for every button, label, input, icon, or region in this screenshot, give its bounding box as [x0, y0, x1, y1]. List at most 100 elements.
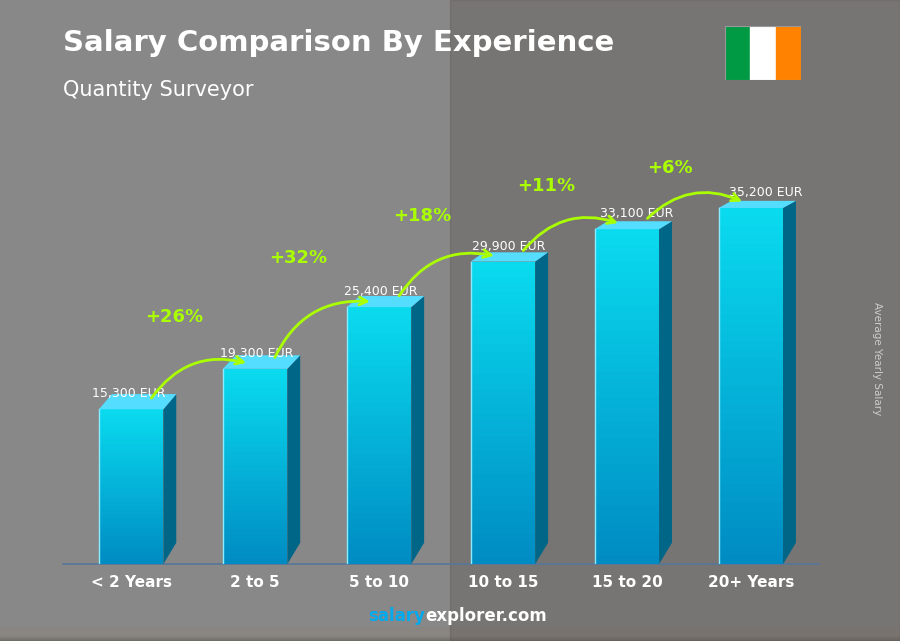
Polygon shape [223, 413, 287, 418]
Polygon shape [99, 479, 164, 483]
Polygon shape [346, 296, 424, 307]
Polygon shape [346, 339, 411, 345]
Polygon shape [718, 351, 783, 360]
Polygon shape [471, 292, 536, 299]
Text: 25,400 EUR: 25,400 EUR [345, 285, 418, 298]
Polygon shape [471, 337, 536, 345]
Polygon shape [471, 307, 536, 315]
Polygon shape [595, 380, 659, 388]
Polygon shape [223, 408, 287, 413]
Polygon shape [595, 321, 659, 329]
Bar [0, 631, 900, 637]
Polygon shape [718, 342, 783, 351]
Polygon shape [223, 398, 287, 403]
Bar [0, 631, 900, 637]
Polygon shape [346, 320, 411, 326]
Polygon shape [346, 532, 411, 538]
Bar [0, 635, 900, 641]
Polygon shape [471, 420, 536, 428]
Polygon shape [223, 403, 287, 408]
Polygon shape [346, 384, 411, 390]
Polygon shape [346, 416, 411, 423]
Polygon shape [223, 383, 287, 388]
Polygon shape [346, 513, 411, 519]
Polygon shape [223, 355, 301, 369]
Polygon shape [718, 377, 783, 386]
Bar [0, 634, 900, 640]
Bar [0, 629, 900, 636]
Polygon shape [471, 526, 536, 534]
Polygon shape [718, 413, 783, 422]
Polygon shape [223, 491, 287, 495]
Text: Salary Comparison By Experience: Salary Comparison By Experience [63, 29, 614, 57]
Polygon shape [471, 360, 536, 367]
Polygon shape [718, 262, 783, 271]
Bar [0, 633, 900, 639]
Bar [0, 629, 900, 636]
Polygon shape [223, 520, 287, 525]
Bar [0, 633, 900, 639]
Bar [0, 633, 900, 639]
Polygon shape [471, 329, 536, 337]
Polygon shape [718, 324, 783, 333]
Polygon shape [471, 443, 536, 451]
Polygon shape [718, 271, 783, 279]
Polygon shape [471, 315, 536, 322]
Polygon shape [99, 444, 164, 448]
Polygon shape [99, 483, 164, 487]
Bar [0, 629, 900, 636]
Polygon shape [718, 217, 783, 226]
Polygon shape [718, 288, 783, 297]
Polygon shape [99, 518, 164, 522]
Polygon shape [223, 481, 287, 486]
Polygon shape [223, 422, 287, 428]
Polygon shape [99, 490, 164, 494]
Bar [0, 630, 900, 637]
Bar [0, 633, 900, 639]
Polygon shape [718, 528, 783, 537]
Polygon shape [595, 472, 659, 480]
Bar [0, 633, 900, 640]
Polygon shape [346, 487, 411, 494]
Polygon shape [346, 462, 411, 468]
Polygon shape [595, 329, 659, 338]
Bar [0, 631, 900, 638]
Bar [0, 629, 900, 635]
Polygon shape [595, 547, 659, 556]
Polygon shape [718, 208, 783, 217]
Polygon shape [99, 452, 164, 456]
Polygon shape [99, 553, 164, 556]
Polygon shape [595, 463, 659, 472]
Polygon shape [718, 201, 796, 208]
Polygon shape [471, 488, 536, 496]
Polygon shape [346, 423, 411, 429]
Polygon shape [223, 456, 287, 462]
Bar [0, 629, 900, 636]
Bar [0, 634, 900, 640]
Polygon shape [346, 558, 411, 564]
Polygon shape [595, 246, 659, 254]
Polygon shape [99, 502, 164, 506]
Bar [0, 634, 900, 640]
Bar [0, 632, 900, 638]
Polygon shape [99, 410, 164, 413]
Bar [0, 628, 900, 635]
Polygon shape [99, 487, 164, 490]
Polygon shape [595, 522, 659, 531]
Polygon shape [346, 449, 411, 455]
Polygon shape [595, 254, 659, 263]
Bar [0, 631, 900, 637]
Polygon shape [346, 481, 411, 487]
Bar [0, 631, 900, 637]
Polygon shape [718, 235, 783, 244]
Bar [0, 634, 900, 640]
Polygon shape [223, 393, 287, 398]
Polygon shape [346, 474, 411, 481]
Polygon shape [659, 221, 672, 564]
Polygon shape [718, 226, 783, 235]
Bar [0, 629, 900, 635]
Polygon shape [346, 390, 411, 397]
Bar [0, 633, 900, 640]
Bar [750, 26, 776, 80]
Polygon shape [99, 560, 164, 564]
